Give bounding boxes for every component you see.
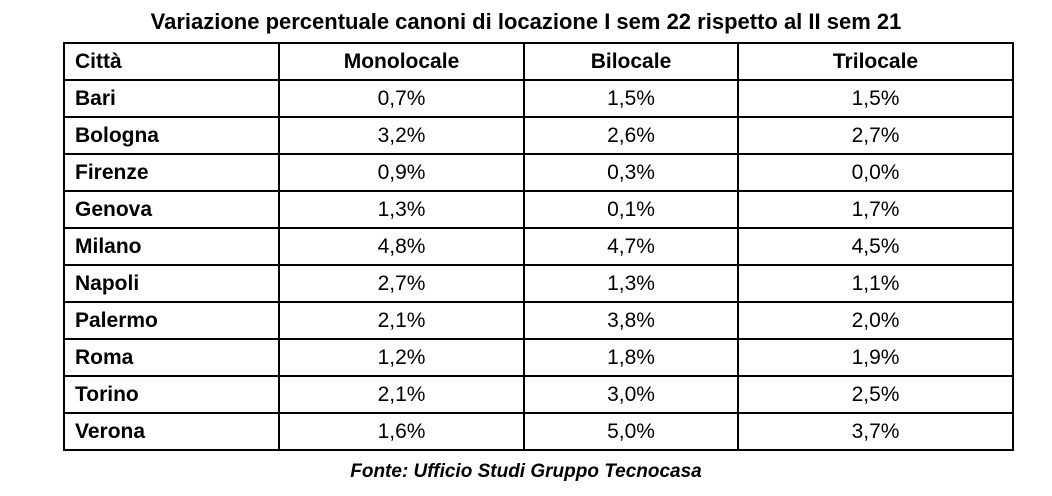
column-header-citta: Città (63, 42, 280, 81)
value-trilocale: 1,7% (737, 190, 1014, 229)
city-name: Firenze (63, 153, 280, 192)
value-trilocale: 4,5% (737, 227, 1014, 266)
source-attribution: Fonte: Ufficio Studi Gruppo Tecnocasa (350, 461, 702, 482)
column-header-bilocale: Bilocale (523, 42, 739, 81)
value-monolocale: 0,9% (278, 153, 525, 192)
city-name: Palermo (63, 301, 280, 340)
value-bilocale: 3,8% (523, 301, 739, 340)
column-header-trilocale: Trilocale (737, 42, 1014, 81)
table-header: Città Monolocale Bilocale Trilocale (63, 42, 1014, 81)
value-monolocale: 0,7% (278, 79, 525, 118)
value-bilocale: 0,3% (523, 153, 739, 192)
value-monolocale: 1,3% (278, 190, 525, 229)
value-bilocale: 3,0% (523, 375, 739, 414)
value-bilocale: 1,3% (523, 264, 739, 303)
city-name: Napoli (63, 264, 280, 303)
city-name: Roma (63, 338, 280, 377)
value-monolocale: 1,6% (278, 412, 525, 451)
rental-variation-table: Città Monolocale Bilocale Trilocale Bari… (63, 42, 1014, 451)
table-row: Bari 0,7% 1,5% 1,5% (63, 79, 1014, 118)
table-row: Verona 1,6% 5,0% 3,7% (63, 412, 1014, 451)
value-monolocale: 2,1% (278, 375, 525, 414)
value-bilocale: 4,7% (523, 227, 739, 266)
table-row: Bologna 3,2% 2,6% 2,7% (63, 116, 1014, 155)
table-body: Bari 0,7% 1,5% 1,5% Bologna 3,2% 2,6% 2,… (63, 79, 1014, 451)
value-monolocale: 4,8% (278, 227, 525, 266)
city-name: Milano (63, 227, 280, 266)
table-row: Roma 1,2% 1,8% 1,9% (63, 338, 1014, 377)
value-bilocale: 2,6% (523, 116, 739, 155)
column-header-monolocale: Monolocale (278, 42, 525, 81)
value-trilocale: 3,7% (737, 412, 1014, 451)
table-row: Napoli 2,7% 1,3% 1,1% (63, 264, 1014, 303)
city-name: Verona (63, 412, 280, 451)
value-trilocale: 2,0% (737, 301, 1014, 340)
table-row: Palermo 2,1% 3,8% 2,0% (63, 301, 1014, 340)
value-monolocale: 2,7% (278, 264, 525, 303)
value-bilocale: 0,1% (523, 190, 739, 229)
city-name: Bologna (63, 116, 280, 155)
table-row: Genova 1,3% 0,1% 1,7% (63, 190, 1014, 229)
city-name: Torino (63, 375, 280, 414)
value-bilocale: 5,0% (523, 412, 739, 451)
table-row: Torino 2,1% 3,0% 2,5% (63, 375, 1014, 414)
value-trilocale: 2,5% (737, 375, 1014, 414)
value-monolocale: 2,1% (278, 301, 525, 340)
value-bilocale: 1,8% (523, 338, 739, 377)
value-trilocale: 1,1% (737, 264, 1014, 303)
header-row: Città Monolocale Bilocale Trilocale (63, 42, 1014, 81)
value-monolocale: 1,2% (278, 338, 525, 377)
table-row: Milano 4,8% 4,7% 4,5% (63, 227, 1014, 266)
value-trilocale: 1,9% (737, 338, 1014, 377)
city-name: Genova (63, 190, 280, 229)
value-trilocale: 1,5% (737, 79, 1014, 118)
value-trilocale: 0,0% (737, 153, 1014, 192)
table-row: Firenze 0,9% 0,3% 0,0% (63, 153, 1014, 192)
value-bilocale: 1,5% (523, 79, 739, 118)
page-title: Variazione percentuale canoni di locazio… (150, 9, 902, 34)
value-monolocale: 3,2% (278, 116, 525, 155)
city-name: Bari (63, 79, 280, 118)
value-trilocale: 2,7% (737, 116, 1014, 155)
